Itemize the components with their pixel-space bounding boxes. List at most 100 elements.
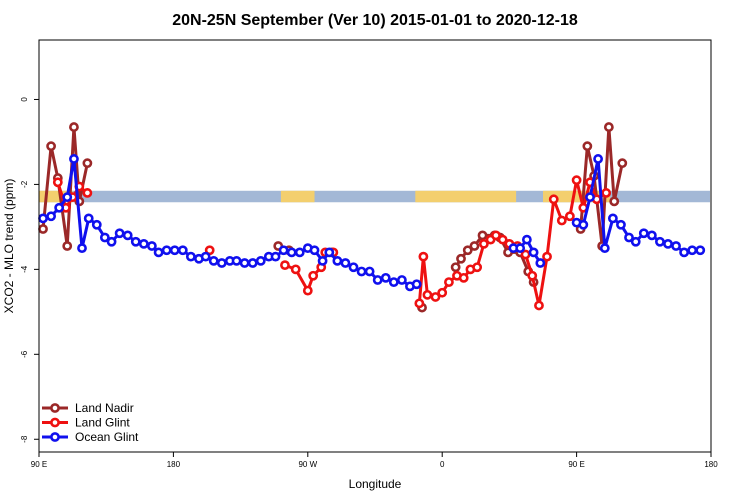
ocean-glint-point — [130, 236, 141, 247]
ocean-glint-point — [317, 255, 328, 266]
x-tick-label: 180 — [167, 460, 181, 469]
land-nadir-point — [46, 141, 56, 152]
legend-label: Land Glint — [75, 416, 130, 430]
legend-item-land-nadir: Land Nadir — [42, 401, 134, 415]
ocean-glint-point — [695, 245, 706, 256]
ocean-glint-point — [153, 247, 164, 258]
land-nadir-point — [603, 122, 614, 132]
ocean-glint-point — [255, 255, 266, 266]
land-glint-point — [458, 272, 469, 283]
land-nadir-point — [462, 245, 473, 256]
ocean-glint-point — [364, 266, 375, 277]
ocean-glint-point — [663, 238, 673, 249]
legend-swatch-marker — [50, 417, 60, 428]
ocean-glint-point — [46, 211, 56, 222]
ocean-glint-point — [138, 238, 149, 249]
ocean-glint-point — [340, 258, 351, 268]
land-nadir-point — [69, 122, 79, 132]
ocean-glint-point — [309, 245, 320, 256]
land-nadir-point — [82, 158, 93, 169]
land-patch — [543, 190, 611, 203]
x-tick-label: 0 — [440, 460, 445, 469]
series-ocean-glint — [38, 154, 706, 292]
land-glint-point — [444, 277, 454, 288]
land-glint-point — [472, 262, 483, 273]
ocean-glint-point — [114, 228, 125, 239]
plot-frame — [38, 39, 712, 453]
ocean-glint-point — [521, 234, 532, 245]
series-land-glint — [52, 175, 612, 311]
legend-swatch-marker — [50, 403, 60, 413]
ocean-glint-point — [69, 154, 79, 164]
y-axis-label: XCO2 - MLO trend (ppm) — [2, 179, 16, 314]
land-glint-point — [527, 270, 538, 281]
ocean-glint-point — [599, 243, 610, 254]
y-tick-label: -4 — [20, 265, 29, 273]
land-nadir-point — [617, 158, 628, 169]
ocean-glint-point — [169, 245, 180, 256]
ocean-glint-point — [593, 154, 604, 164]
legend-item-ocean-glint: Ocean Glint — [42, 430, 139, 444]
land-glint-point — [497, 234, 508, 245]
ocean-glint-point — [83, 213, 94, 224]
land-nadir-point — [477, 230, 488, 241]
y-tick-label: -2 — [20, 180, 29, 188]
ocean-glint-point — [638, 228, 649, 239]
land-nadir-point — [469, 241, 480, 251]
land-glint-point — [542, 251, 552, 262]
land-glint-point — [520, 249, 531, 260]
ocean-glint-point — [411, 279, 422, 290]
ocean-glint-point — [62, 192, 73, 203]
ocean-glint-point — [535, 258, 546, 268]
land-glint-point — [556, 215, 567, 226]
land-nadir-point — [582, 141, 593, 152]
x-tick-label: 90 E — [31, 460, 47, 469]
y-tick-label: -6 — [20, 350, 29, 358]
series-land-nadir — [38, 122, 628, 313]
ocean-glint-point — [286, 247, 297, 258]
x-axis: 90 E 180 90 W 0 90 E 180 — [31, 452, 718, 469]
ocean-glint-point — [380, 272, 391, 283]
ocean-glint-point — [91, 219, 102, 230]
legend-label: Land Nadir — [75, 401, 134, 415]
legend-label: Ocean Glint — [75, 430, 139, 444]
ocean-glint-point — [278, 245, 289, 256]
land-glint-point — [82, 188, 93, 198]
ocean-glint-point — [607, 213, 618, 224]
ocean-glint-point — [216, 258, 227, 268]
ocean-glint-point — [515, 243, 526, 254]
land-nadir-point — [450, 262, 461, 273]
land-glint-point — [491, 230, 501, 241]
ocean-band — [40, 190, 710, 203]
ocean-glint-point — [528, 247, 539, 258]
land-ocean-band — [39, 190, 710, 203]
land-nadir-point — [62, 241, 73, 251]
ocean-glint-point — [200, 251, 211, 262]
land-glint-point — [418, 251, 429, 262]
y-axis: 0 -2 -4 -6 -8 — [20, 97, 39, 443]
ocean-glint-point — [38, 213, 48, 224]
ocean-glint-point — [324, 247, 335, 258]
land-patch — [415, 190, 517, 203]
ocean-glint-point — [585, 192, 595, 203]
x-tick-label: 180 — [704, 460, 718, 469]
land-glint-point — [302, 285, 313, 296]
ocean-glint-point — [671, 241, 681, 251]
ocean-glint-point — [624, 232, 634, 243]
legend-swatch-marker — [50, 432, 60, 442]
land-glint-point — [548, 194, 559, 205]
ocean-glint-point — [348, 262, 359, 273]
ocean-glint-point — [54, 202, 65, 213]
ocean-glint-point — [294, 247, 305, 258]
ocean-glint-point — [231, 255, 242, 266]
land-nadir-point — [456, 253, 466, 264]
ocean-glint-point — [356, 266, 367, 277]
land-glint-point — [422, 289, 433, 300]
land-nadir-point — [38, 224, 48, 234]
ocean-glint-point — [208, 255, 219, 266]
land-glint-point — [564, 211, 575, 222]
x-tick-label: 90 W — [298, 460, 317, 469]
x-tick-label: 90 E — [568, 460, 584, 469]
ocean-glint-point — [687, 245, 698, 256]
